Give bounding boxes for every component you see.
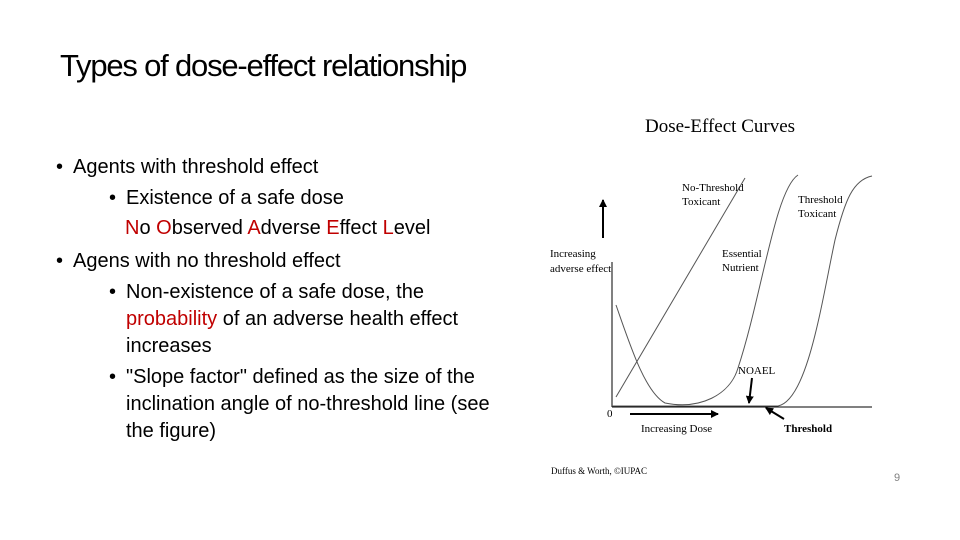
slide-title: Types of dose-effect relationship (60, 48, 467, 83)
bullet-list: Agents with threshold effect Existence o… (56, 154, 496, 451)
sub-bullet-no-safe-dose: Non-existence of a safe dose, the probab… (73, 279, 496, 360)
acronym-letter: L (382, 217, 394, 239)
threshold-toxicant-label: Threshold (798, 194, 843, 206)
bullet-text: Non-existence of a safe dose, the (126, 281, 424, 303)
sub-bullet-slope-factor: "Slope factor" defined as the size of th… (73, 364, 496, 445)
y-axis-label: adverse effect (550, 263, 611, 275)
acronym-letter: O (156, 217, 172, 239)
bullet-threshold-agents: Agents with threshold effect Existence o… (56, 154, 496, 242)
bullet-text: of an adverse health effect increases (126, 308, 459, 357)
essential-nutrient-label: Nutrient (722, 262, 759, 274)
acronym-letter: E (326, 217, 340, 239)
acronym-rest: evel (393, 217, 431, 239)
no-threshold-label: No-Threshold (682, 182, 744, 194)
dose-effect-figure: Dose-Effect Curves Increasing adverse ef… (550, 116, 873, 476)
acronym-letter: N (125, 217, 140, 239)
sub-bullet-safe-dose: Existence of a safe dose (73, 185, 496, 212)
threshold-toxicant-label: Toxicant (798, 208, 836, 220)
bullet-no-threshold-agents: Agens with no threshold effect Non-exist… (56, 248, 496, 445)
page-number: 9 (894, 472, 901, 484)
threshold-arrow (765, 407, 785, 420)
essential-nutrient-label: Essential (722, 248, 762, 260)
no-threshold-toxicant-curve (615, 177, 746, 398)
figure-title: Dose-Effect Curves (645, 116, 795, 137)
acronym-rest: o (139, 217, 157, 239)
noael-label: NOAEL (738, 365, 776, 377)
threshold-toxicant-curve (612, 175, 873, 407)
origin-label: 0 (607, 408, 613, 420)
essential-nutrient-curve (615, 174, 799, 406)
bullet-text: Agens with no threshold effect (73, 250, 341, 272)
bullet-text: Existence of a safe dose (126, 187, 344, 209)
no-threshold-label: Toxicant (682, 196, 720, 208)
acronym-letter: A (247, 217, 261, 239)
highlight-probability: probability (126, 308, 218, 330)
bullet-text: "Slope factor" defined as the size of th… (126, 366, 490, 442)
x-axis-label: Increasing Dose (641, 423, 712, 435)
noael-arrow (745, 377, 754, 404)
acronym-rest: bserved (171, 217, 248, 239)
bullet-text: Agents with threshold effect (73, 156, 319, 178)
threshold-point-label: Threshold (784, 423, 832, 435)
noael-definition: No Observed Adverse Effect Level (73, 215, 496, 242)
acronym-rest: ffect (339, 217, 383, 239)
acronym-rest: dverse (260, 217, 327, 239)
y-axis-label: Increasing (550, 248, 596, 260)
figure-credit: Duffus & Worth, ©IUPAC (551, 466, 647, 476)
